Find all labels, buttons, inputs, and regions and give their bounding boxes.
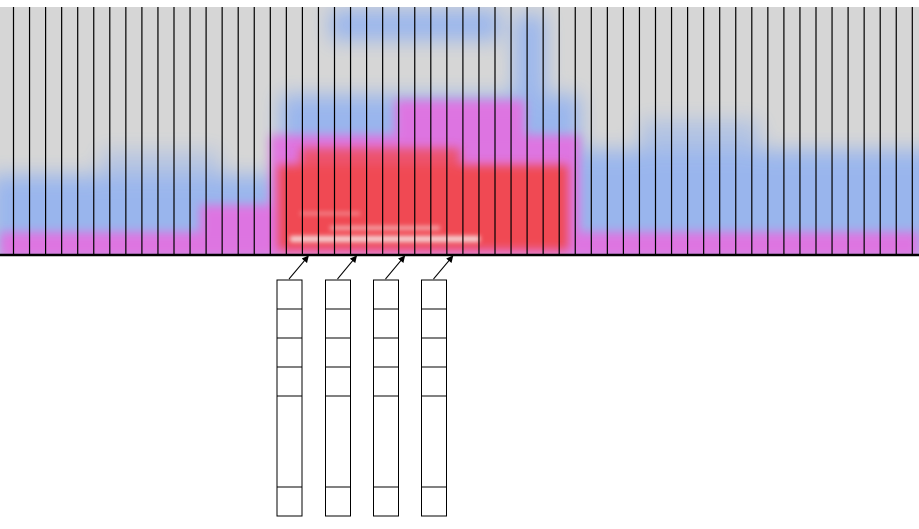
frame-dividers <box>12 7 913 255</box>
feature-cell <box>325 337 351 368</box>
feature-cell <box>373 337 399 368</box>
frame-arrow <box>385 255 406 280</box>
feature-cell <box>325 486 351 517</box>
spectrogram-high-energy <box>278 148 568 250</box>
frame-arrow <box>337 255 357 280</box>
feature-vector <box>276 255 309 517</box>
spectrogram-peak-energy <box>290 212 480 242</box>
feature-vector <box>373 255 406 517</box>
feature-vectors <box>276 255 454 517</box>
feature-cell <box>421 395 447 488</box>
frame-arrow <box>433 255 454 280</box>
feature-cell <box>276 486 303 517</box>
feature-cell <box>276 366 303 397</box>
feature-cell <box>421 337 447 368</box>
feature-cell <box>325 366 351 397</box>
feature-cell <box>421 366 447 397</box>
feature-cell <box>421 308 447 339</box>
feature-cell <box>325 395 351 488</box>
feature-cell <box>373 366 399 397</box>
feature-cell <box>373 395 399 488</box>
feature-cell <box>421 486 447 517</box>
feature-cell <box>276 279 303 310</box>
feature-cell <box>421 279 447 310</box>
frame-arrow <box>288 255 309 280</box>
feature-cell <box>276 308 303 339</box>
feature-cell <box>276 395 303 488</box>
feature-cell <box>325 279 351 310</box>
feature-cell <box>276 337 303 368</box>
feature-cell <box>373 486 399 517</box>
feature-cell <box>325 308 351 339</box>
feature-vector <box>421 255 454 517</box>
feature-cell <box>373 279 399 310</box>
feature-cell <box>373 308 399 339</box>
feature-vector <box>325 255 357 517</box>
spectrogram <box>0 7 919 255</box>
